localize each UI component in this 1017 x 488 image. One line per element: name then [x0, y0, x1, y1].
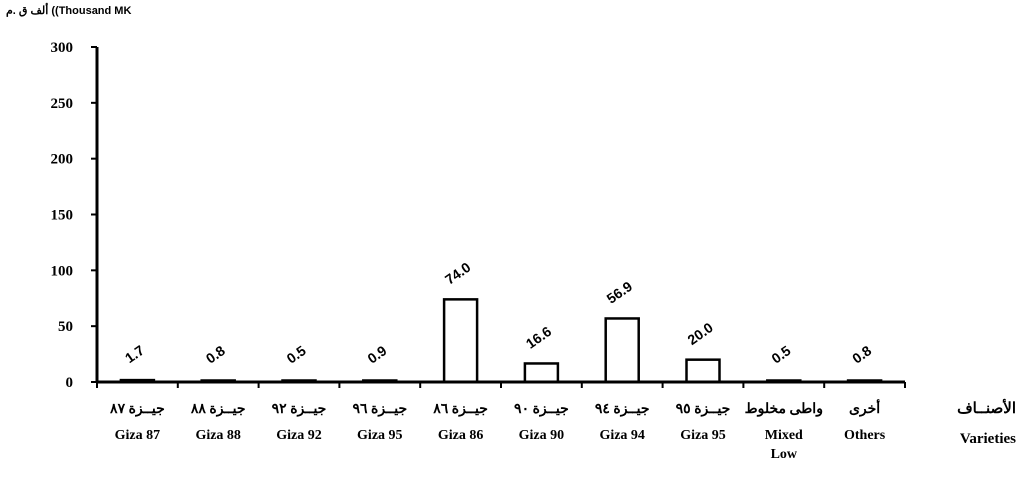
data-label: 20.0	[684, 319, 716, 348]
x-category-label-arabic: جيــزة ٩٤	[595, 402, 650, 417]
x-category-label-arabic: أخرى	[849, 398, 880, 417]
x-category-label-english: Giza 95	[680, 428, 726, 443]
x-category-label-arabic: جيــزة ٩٦	[352, 402, 407, 417]
x-category-label-arabic: جيــزة ٩٠	[514, 402, 569, 417]
bars	[119, 298, 883, 384]
x-category-label-english: Mixed	[765, 428, 803, 443]
x-axis-title-english: Varieties	[960, 431, 1016, 447]
data-labels: 1.7 0.8 0.5 0.9 74.0 16.6 56.9 20.0 0.5 0.8	[122, 259, 874, 367]
x-category-label-arabic: جيــزة ٨٦	[432, 402, 488, 417]
x-category-label-arabic: واطى مخلوط	[745, 402, 823, 417]
y-tick-label: 50	[58, 319, 73, 335]
bar	[604, 317, 640, 384]
data-label: 0.5	[768, 342, 793, 366]
x-category-label-arabic: جيــزة ٨٧	[109, 402, 165, 417]
y-tick-label: 250	[51, 96, 74, 112]
y-tick-label: 200	[51, 152, 74, 168]
bar	[523, 362, 560, 384]
bar	[685, 358, 721, 384]
x-category-label-english: Others	[844, 428, 886, 443]
y-tick-label: 150	[51, 208, 74, 224]
y-tick-label: 0	[66, 375, 74, 391]
bar	[442, 298, 479, 384]
x-category-label-arabic: جيــزة ٩٢	[272, 402, 327, 417]
y-axis-ticks: 0 50 100 150 200 250 300	[51, 40, 906, 391]
y-tick-label: 300	[51, 40, 74, 56]
x-category-label-english: Giza 94	[599, 428, 645, 443]
x-axis-categories: جيــزة ٨٧ Giza 87 جيــزة ٨٨ Giza 88 جيــزة ٩…	[109, 398, 886, 462]
x-category-label-english: Giza 92	[276, 428, 322, 443]
x-category-label-english: Giza 90	[519, 428, 565, 443]
data-label: 0.9	[364, 342, 389, 366]
data-label: 16.6	[523, 323, 555, 352]
data-label: 56.9	[604, 278, 636, 307]
y-unit-label: ألف ق .م ((Thousand MK	[6, 3, 131, 17]
x-category-label-extra: Low	[771, 447, 798, 462]
x-category-label-english: Giza 95	[357, 428, 403, 443]
x-axis-title-arabic: الأصنــاف	[957, 398, 1016, 417]
y-tick-label: 100	[51, 263, 74, 279]
x-category-label-arabic: جيــزة ٨٨	[190, 402, 246, 417]
data-label: 0.5	[284, 342, 309, 366]
x-category-label-english: Giza 88	[195, 428, 241, 443]
data-label: 1.7	[122, 342, 147, 366]
x-category-label-arabic: جيــزة ٩٥	[676, 402, 731, 417]
data-label: 0.8	[203, 342, 228, 366]
x-category-label-english: Giza 86	[438, 428, 484, 443]
data-label: 0.8	[849, 342, 874, 366]
data-label: 74.0	[442, 259, 474, 288]
x-category-label-english: Giza 87	[115, 428, 161, 443]
